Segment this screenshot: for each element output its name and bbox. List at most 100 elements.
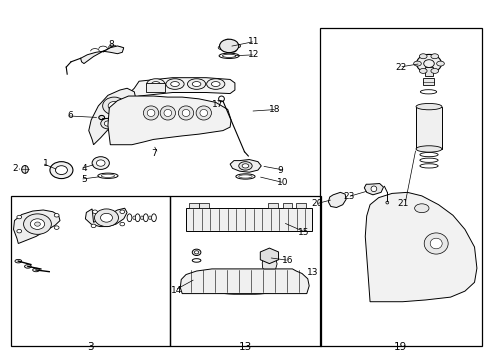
Polygon shape	[14, 210, 60, 243]
Ellipse shape	[135, 214, 140, 222]
Ellipse shape	[170, 82, 179, 86]
Ellipse shape	[148, 216, 151, 220]
Text: 20: 20	[310, 199, 322, 208]
Text: 16: 16	[281, 256, 293, 265]
Ellipse shape	[192, 249, 201, 256]
Ellipse shape	[140, 216, 143, 220]
Ellipse shape	[385, 201, 388, 204]
Ellipse shape	[117, 129, 122, 133]
Text: 19: 19	[393, 342, 407, 352]
Ellipse shape	[165, 79, 184, 89]
Bar	[282, 203, 292, 208]
Bar	[296, 203, 305, 208]
Ellipse shape	[415, 146, 441, 152]
Ellipse shape	[192, 259, 201, 262]
Polygon shape	[365, 192, 476, 302]
Polygon shape	[89, 88, 137, 145]
Polygon shape	[180, 269, 308, 294]
Ellipse shape	[419, 54, 426, 59]
Ellipse shape	[163, 109, 171, 117]
Text: 2: 2	[12, 164, 18, 173]
Polygon shape	[364, 184, 383, 195]
Ellipse shape	[230, 49, 236, 52]
Ellipse shape	[416, 54, 441, 73]
Text: 23: 23	[343, 193, 354, 202]
Text: 3: 3	[87, 342, 93, 352]
Ellipse shape	[194, 251, 198, 254]
Text: 12: 12	[247, 50, 259, 59]
Bar	[189, 203, 199, 208]
Ellipse shape	[120, 222, 124, 226]
Ellipse shape	[122, 110, 133, 118]
Ellipse shape	[35, 222, 41, 226]
Text: 17: 17	[212, 100, 224, 109]
Ellipse shape	[92, 157, 109, 170]
Bar	[11, 196, 170, 346]
Ellipse shape	[419, 164, 437, 168]
Ellipse shape	[151, 214, 156, 222]
Ellipse shape	[23, 214, 51, 234]
Text: 13: 13	[238, 342, 252, 352]
Ellipse shape	[423, 60, 433, 67]
Ellipse shape	[430, 54, 438, 59]
Text: 8: 8	[108, 40, 114, 49]
Ellipse shape	[178, 106, 193, 120]
Ellipse shape	[200, 109, 207, 117]
Ellipse shape	[151, 82, 160, 86]
Text: 1: 1	[43, 158, 49, 167]
Ellipse shape	[222, 54, 235, 57]
Ellipse shape	[206, 79, 224, 89]
Text: 6: 6	[67, 111, 73, 120]
Ellipse shape	[430, 68, 438, 73]
Polygon shape	[328, 192, 346, 207]
Ellipse shape	[120, 210, 124, 213]
Ellipse shape	[419, 158, 437, 162]
Ellipse shape	[96, 160, 105, 166]
Ellipse shape	[182, 109, 189, 117]
Ellipse shape	[99, 116, 104, 120]
Bar	[320, 28, 481, 346]
Ellipse shape	[419, 68, 426, 73]
Text: 13: 13	[306, 268, 318, 277]
Text: 4: 4	[81, 164, 87, 173]
Ellipse shape	[147, 109, 155, 117]
Ellipse shape	[133, 216, 136, 220]
Ellipse shape	[102, 97, 125, 115]
Ellipse shape	[101, 174, 114, 177]
Ellipse shape	[104, 121, 111, 126]
Ellipse shape	[94, 209, 118, 226]
Ellipse shape	[17, 215, 21, 219]
Ellipse shape	[235, 174, 255, 179]
Polygon shape	[230, 159, 261, 172]
Ellipse shape	[101, 118, 115, 129]
Polygon shape	[262, 258, 277, 269]
Ellipse shape	[92, 210, 97, 213]
Ellipse shape	[414, 204, 428, 213]
Text: 22: 22	[394, 63, 406, 72]
Text: 18: 18	[269, 105, 280, 114]
Ellipse shape	[196, 106, 211, 120]
Ellipse shape	[242, 164, 248, 168]
Ellipse shape	[101, 213, 112, 222]
Text: 5: 5	[81, 175, 87, 184]
Ellipse shape	[54, 213, 59, 217]
Ellipse shape	[143, 106, 159, 120]
Ellipse shape	[143, 214, 148, 222]
Ellipse shape	[413, 61, 421, 66]
Ellipse shape	[370, 186, 376, 192]
Ellipse shape	[238, 175, 252, 178]
Text: 15: 15	[298, 228, 309, 237]
Ellipse shape	[54, 226, 59, 229]
Text: 10: 10	[277, 178, 288, 187]
Ellipse shape	[30, 219, 44, 229]
Ellipse shape	[114, 126, 125, 135]
Ellipse shape	[21, 166, 28, 173]
Ellipse shape	[187, 79, 205, 89]
Ellipse shape	[415, 103, 441, 110]
Ellipse shape	[127, 214, 132, 222]
Ellipse shape	[238, 162, 252, 170]
Ellipse shape	[33, 268, 40, 272]
Ellipse shape	[55, 166, 67, 175]
Text: 11: 11	[247, 37, 259, 46]
Bar	[146, 83, 165, 92]
